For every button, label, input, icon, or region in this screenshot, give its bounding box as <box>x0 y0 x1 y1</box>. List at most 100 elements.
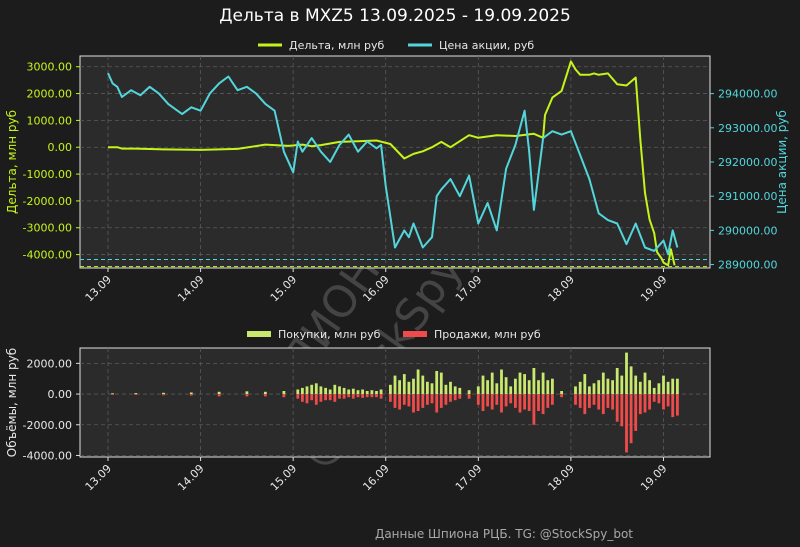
sell-bar <box>412 394 415 413</box>
sell-bar <box>134 394 138 395</box>
sell-bar <box>324 394 327 401</box>
sell-bar <box>504 394 508 407</box>
legend-top: Дельта, млн руб Цена акции, руб <box>258 39 534 52</box>
x-tick-label: 19.09 <box>638 273 669 304</box>
x-tick-label: 14.09 <box>175 462 206 493</box>
sell-bar <box>495 394 499 405</box>
buy-bar <box>342 387 346 394</box>
buy-bar <box>620 375 624 394</box>
buy-bar <box>379 389 383 395</box>
sell-bar <box>305 394 309 404</box>
buy-bar <box>588 386 591 395</box>
buy-bar <box>324 387 327 394</box>
buy-bar <box>398 380 401 394</box>
buy-bar <box>449 381 452 395</box>
buy-bar <box>189 392 193 394</box>
sell-bar <box>541 394 545 415</box>
buy-bar <box>347 389 351 395</box>
sell-bar <box>375 394 378 398</box>
sell-bar <box>638 394 642 415</box>
sell-bar <box>217 394 221 397</box>
sell-bar <box>578 394 582 408</box>
y-tick-label-right: 294000.00 <box>718 88 778 101</box>
buy-bar <box>643 372 647 395</box>
buy-bar <box>351 388 355 395</box>
sell-bar <box>361 394 364 398</box>
sell-bar <box>601 394 605 415</box>
buy-bar <box>611 380 614 394</box>
sell-bar <box>615 394 619 422</box>
buy-bar <box>282 391 286 395</box>
sell-bar <box>583 394 587 415</box>
plot-area <box>79 55 711 269</box>
buy-bar <box>365 391 369 395</box>
volume-chart: 13.09 14.09 15.09 16.09 17.09 18.09 19.09 2000.… <box>5 328 711 493</box>
sell-bar <box>629 394 633 444</box>
y-tick-label: 2000.00 <box>27 357 73 370</box>
sell-bar <box>333 394 337 402</box>
buy-bar <box>407 381 411 395</box>
delta-price-chart: 13.09 14.09 15.09 16.09 17.09 18.09 19.093000.… <box>5 39 789 304</box>
buy-bar <box>111 393 114 395</box>
y-tick-label-left: -1000.00 <box>23 168 72 181</box>
sell-bar <box>518 394 522 413</box>
sell-bar <box>314 394 318 405</box>
y-tick-label-left: 1000.00 <box>27 114 73 127</box>
sell-bar <box>537 394 540 411</box>
buy-bar <box>296 389 300 395</box>
buy-bar <box>560 391 563 395</box>
sell-bar <box>347 394 351 398</box>
sell-bar <box>560 394 563 398</box>
buy-bar <box>421 375 425 394</box>
legend-label-delta: Дельта, млн руб <box>289 39 385 52</box>
buy-bar <box>657 383 661 394</box>
sell-bar <box>634 394 638 431</box>
buy-bar <box>597 380 601 394</box>
buy-bar <box>356 390 360 394</box>
buy-bar <box>217 391 221 395</box>
buy-bar <box>532 368 536 395</box>
y-tick-label-right: 291000.00 <box>718 190 778 203</box>
x-tick-label: 19.09 <box>638 462 669 493</box>
buy-bar <box>495 383 499 394</box>
buy-bar <box>389 384 392 394</box>
x-tick-label: 15.09 <box>268 462 299 493</box>
sell-bar <box>301 394 304 402</box>
buy-bar <box>523 374 526 395</box>
buy-bar <box>467 390 471 394</box>
legend-swatch-sell <box>403 331 427 337</box>
x-tick-label: 18.09 <box>546 273 577 304</box>
buy-bar <box>504 377 508 395</box>
buy-bar <box>518 372 522 395</box>
buy-bar <box>490 372 494 395</box>
sell-bar <box>648 394 651 410</box>
sell-bar <box>652 394 656 402</box>
sell-bar <box>356 394 360 398</box>
x-tick-label: 14.09 <box>175 273 206 304</box>
y-axis-label: Объёмы, млн руб <box>5 348 19 457</box>
sell-bar <box>416 394 420 411</box>
sell-bar <box>611 394 614 410</box>
sell-bar <box>351 394 355 399</box>
sell-bar <box>527 394 531 411</box>
sell-bar <box>282 394 286 398</box>
buy-bar <box>551 378 554 395</box>
sell-bar <box>523 394 526 410</box>
x-tick-label: 16.09 <box>360 462 391 493</box>
sell-bar <box>421 394 425 408</box>
sell-bar <box>546 394 550 408</box>
sell-bar <box>481 394 485 411</box>
sell-bar <box>662 394 665 410</box>
buy-bar <box>481 375 485 394</box>
sell-bar <box>444 394 448 405</box>
buy-bar <box>615 368 619 395</box>
sell-bar <box>486 394 489 407</box>
buy-bar <box>361 389 364 395</box>
sell-bar <box>453 394 457 401</box>
sell-bar <box>264 394 267 397</box>
buy-bar <box>435 371 439 394</box>
sell-bar <box>389 394 392 402</box>
x-tick-label: 13.09 <box>83 273 114 304</box>
legend-label-buy: Покупки, млн руб <box>278 328 381 341</box>
sell-bar <box>319 394 323 402</box>
